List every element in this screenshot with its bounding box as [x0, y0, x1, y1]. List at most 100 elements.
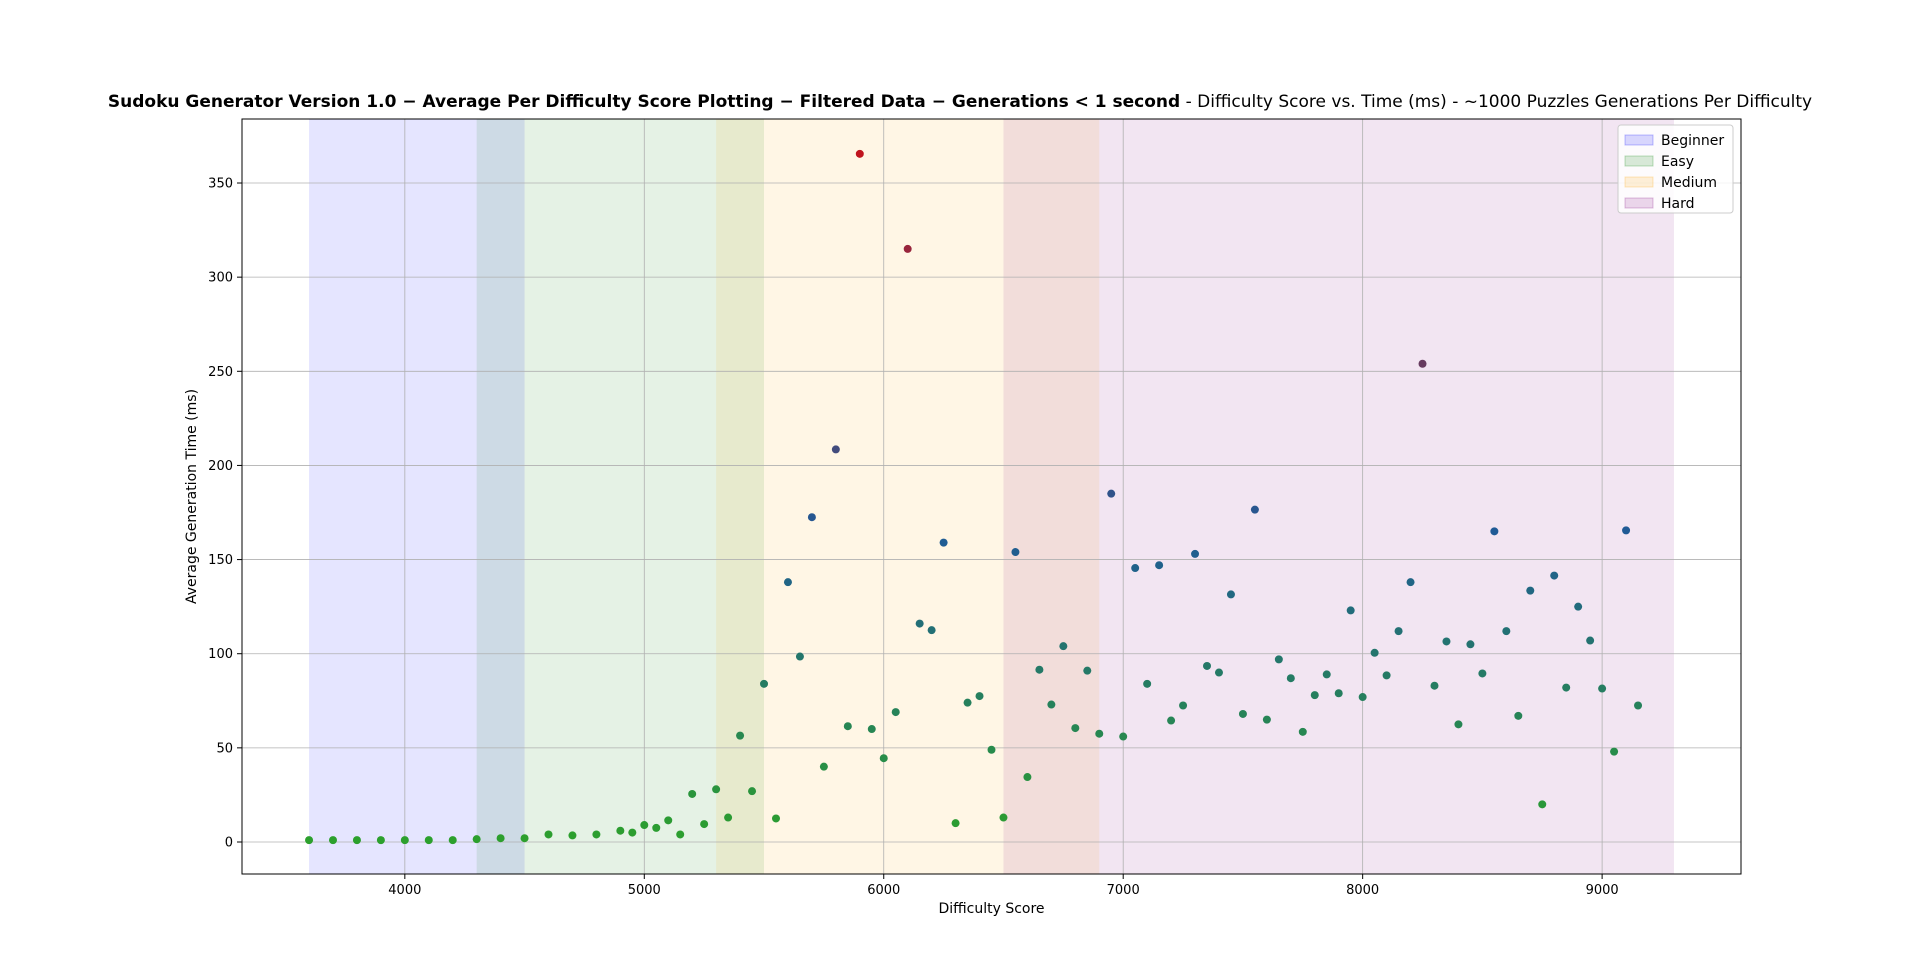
data-point: [1179, 701, 1188, 710]
data-point: [544, 830, 553, 839]
chart-title-bold: Sudoku Generator Version 1.0 − Average P…: [107, 92, 1181, 112]
x-tick-label: 9000: [1586, 883, 1619, 898]
data-point: [1538, 800, 1547, 809]
band-hard: [1003, 119, 1674, 874]
x-axis-label: Difficulty Score: [938, 901, 1044, 917]
data-point: [819, 762, 828, 771]
data-point: [1071, 724, 1080, 733]
data-point: [1298, 727, 1307, 736]
legend-label-hard: Hard: [1661, 196, 1695, 212]
data-point: [855, 149, 864, 158]
data-point: [783, 578, 792, 587]
data-point: [1526, 586, 1535, 595]
y-tick-label: 0: [225, 835, 233, 850]
data-point: [676, 830, 685, 839]
data-point: [1442, 637, 1451, 646]
data-points: [305, 149, 1643, 845]
data-point: [400, 836, 409, 845]
data-point: [867, 725, 876, 734]
data-point: [1406, 578, 1415, 587]
x-tick-label: 8000: [1346, 883, 1379, 898]
data-point: [1382, 671, 1391, 680]
data-point: [700, 820, 709, 829]
data-point: [879, 754, 888, 763]
legend-swatch-hard: [1624, 197, 1654, 209]
data-point: [724, 813, 733, 822]
y-tick-label: 200: [208, 459, 233, 474]
data-point: [1131, 564, 1140, 573]
data-point: [1262, 715, 1271, 724]
data-point: [1226, 590, 1235, 599]
data-point: [831, 445, 840, 454]
data-point: [1119, 732, 1128, 741]
y-tick-label: 50: [216, 741, 233, 756]
data-point: [1478, 669, 1487, 678]
data-point: [1286, 674, 1295, 683]
data-point: [1574, 602, 1583, 611]
data-point: [1490, 527, 1499, 536]
x-tick-label: 7000: [1107, 883, 1140, 898]
data-point: [927, 626, 936, 635]
data-point: [1107, 489, 1116, 498]
y-tick-label: 300: [208, 271, 233, 286]
data-point: [891, 708, 900, 717]
chart-title-rest: - Difficulty Score vs. Time (ms) - ~1000…: [1180, 92, 1813, 112]
grid-lines: [242, 119, 1741, 874]
data-point: [915, 619, 924, 628]
data-point: [1634, 701, 1643, 710]
data-point: [496, 834, 505, 843]
data-point: [795, 652, 804, 661]
data-point: [1550, 571, 1559, 580]
data-point: [472, 835, 481, 844]
y-tick-label: 250: [208, 365, 233, 380]
y-tick-label: 350: [208, 177, 233, 192]
data-point: [951, 819, 960, 828]
data-point: [1502, 627, 1511, 636]
legend-label-medium: Medium: [1661, 175, 1717, 191]
data-point: [748, 787, 757, 796]
data-point: [1586, 636, 1595, 645]
data-point: [1035, 665, 1044, 674]
data-point: [1203, 661, 1212, 670]
data-point: [1622, 526, 1631, 535]
data-point: [1514, 711, 1523, 720]
data-point: [520, 834, 529, 843]
data-point: [616, 826, 625, 835]
data-point: [628, 828, 637, 837]
data-point: [1250, 505, 1259, 514]
data-point: [1047, 700, 1056, 709]
data-point: [1430, 681, 1439, 690]
data-point: [1155, 561, 1164, 570]
data-point: [1238, 709, 1247, 718]
data-point: [843, 722, 852, 731]
data-point: [1059, 642, 1068, 651]
y-tick-label: 150: [208, 553, 233, 568]
data-point: [712, 785, 721, 794]
data-point: [1214, 668, 1223, 677]
data-point: [1023, 773, 1032, 782]
data-point: [1346, 606, 1355, 615]
x-tick-label: 4000: [388, 883, 421, 898]
data-point: [1370, 648, 1379, 657]
data-point: [1322, 670, 1331, 679]
y-tick-label: 100: [208, 647, 233, 662]
data-point: [568, 831, 577, 840]
data-point: [1167, 716, 1176, 725]
data-point: [1598, 684, 1607, 693]
data-point: [760, 679, 769, 688]
legend-swatch-medium: [1624, 176, 1654, 188]
data-point: [1562, 683, 1571, 692]
data-point: [939, 538, 948, 547]
legend-swatch-easy: [1624, 155, 1654, 167]
data-point: [771, 814, 780, 823]
data-point: [1083, 666, 1092, 675]
legend-swatch-beginner: [1624, 134, 1654, 146]
data-point: [903, 244, 912, 253]
data-point: [975, 692, 984, 701]
data-point: [999, 813, 1008, 822]
data-point: [664, 816, 673, 825]
data-point: [640, 821, 649, 830]
data-point: [1191, 549, 1200, 558]
difficulty-bands: [309, 119, 1674, 874]
